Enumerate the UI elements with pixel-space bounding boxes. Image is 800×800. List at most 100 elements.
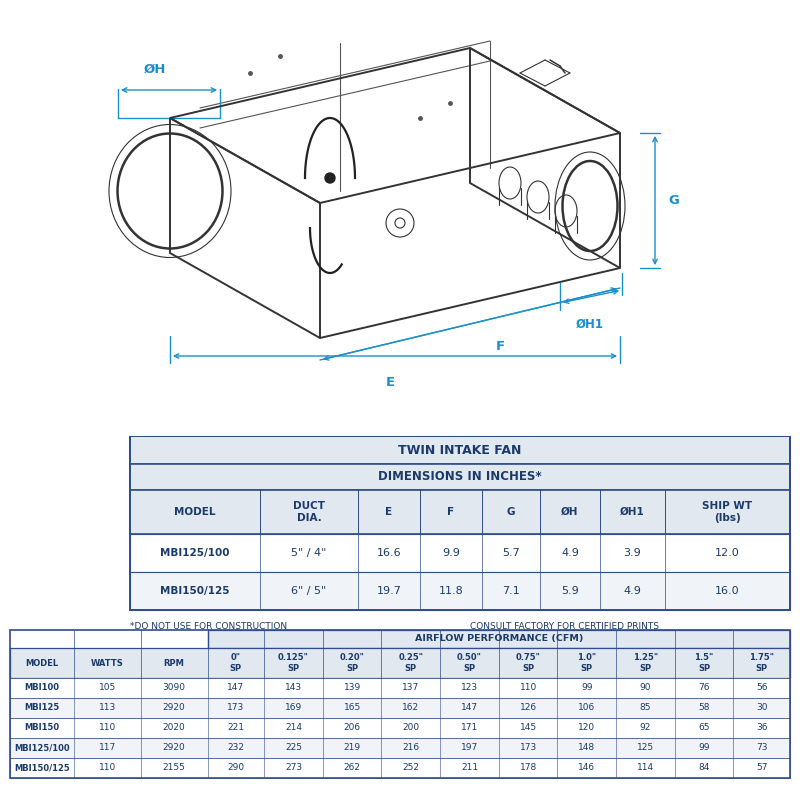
Text: 125: 125 (637, 743, 654, 753)
Text: F: F (495, 340, 505, 353)
Text: 2155: 2155 (162, 763, 186, 773)
Text: 225: 225 (285, 743, 302, 753)
Text: 173: 173 (227, 703, 245, 713)
Text: 216: 216 (402, 743, 419, 753)
Text: 110: 110 (519, 683, 537, 693)
FancyBboxPatch shape (10, 678, 790, 698)
Text: 146: 146 (578, 763, 595, 773)
Text: 110: 110 (98, 763, 116, 773)
Text: 99: 99 (698, 743, 710, 753)
Text: 76: 76 (698, 683, 710, 693)
Circle shape (325, 173, 335, 183)
Text: 0.125"
SP: 0.125" SP (278, 654, 309, 673)
Text: 252: 252 (402, 763, 419, 773)
Text: 5" / 4": 5" / 4" (291, 548, 326, 558)
Text: 12.0: 12.0 (715, 548, 740, 558)
Text: 0.25"
SP: 0.25" SP (398, 654, 423, 673)
Text: RPM: RPM (164, 658, 185, 667)
Text: 148: 148 (578, 743, 595, 753)
Text: 273: 273 (285, 763, 302, 773)
Text: 85: 85 (640, 703, 651, 713)
Text: 5.9: 5.9 (561, 586, 579, 596)
Text: 106: 106 (578, 703, 595, 713)
Text: 178: 178 (519, 763, 537, 773)
Text: MBI125/100: MBI125/100 (14, 743, 70, 753)
Text: 173: 173 (519, 743, 537, 753)
Text: 105: 105 (98, 683, 116, 693)
Text: 290: 290 (227, 763, 245, 773)
Text: 200: 200 (402, 723, 419, 733)
Text: 147: 147 (227, 683, 245, 693)
Text: 126: 126 (519, 703, 537, 713)
Text: 90: 90 (640, 683, 651, 693)
FancyBboxPatch shape (10, 758, 790, 778)
Text: CONSULT FACTORY FOR CERTIFIED PRINTS: CONSULT FACTORY FOR CERTIFIED PRINTS (470, 622, 659, 631)
Text: 137: 137 (402, 683, 419, 693)
Text: ØH1: ØH1 (620, 507, 645, 517)
FancyBboxPatch shape (130, 436, 790, 464)
Text: 65: 65 (698, 723, 710, 733)
Text: 0"
SP: 0" SP (230, 654, 242, 673)
Text: 113: 113 (98, 703, 116, 713)
Text: 58: 58 (698, 703, 710, 713)
Text: 2020: 2020 (162, 723, 186, 733)
Text: DIMENSIONS IN INCHES*: DIMENSIONS IN INCHES* (378, 470, 542, 483)
Text: 99: 99 (581, 683, 593, 693)
Text: 73: 73 (756, 743, 767, 753)
Text: 3090: 3090 (162, 683, 186, 693)
Text: 123: 123 (461, 683, 478, 693)
Text: 6" / 5": 6" / 5" (291, 586, 326, 596)
Text: SHIP WT
(lbs): SHIP WT (lbs) (702, 501, 753, 523)
Text: 120: 120 (578, 723, 595, 733)
Text: *DO NOT USE FOR CONSTRUCTION: *DO NOT USE FOR CONSTRUCTION (130, 622, 287, 631)
Text: 2920: 2920 (162, 743, 186, 753)
Text: 11.8: 11.8 (438, 586, 463, 596)
FancyBboxPatch shape (130, 490, 790, 534)
Text: 206: 206 (343, 723, 361, 733)
FancyBboxPatch shape (130, 464, 790, 490)
Text: 139: 139 (343, 683, 361, 693)
Text: 1.25"
SP: 1.25" SP (633, 654, 658, 673)
Text: 7.1: 7.1 (502, 586, 520, 596)
Text: 197: 197 (461, 743, 478, 753)
Text: ØH1: ØH1 (576, 318, 604, 331)
FancyBboxPatch shape (10, 718, 790, 738)
Text: 0.50"
SP: 0.50" SP (457, 654, 482, 673)
Text: AIRFLOW PERFORMANCE (CFM): AIRFLOW PERFORMANCE (CFM) (414, 634, 583, 643)
Text: ØH: ØH (562, 507, 578, 517)
Text: 145: 145 (519, 723, 537, 733)
Text: 4.9: 4.9 (623, 586, 642, 596)
Text: 171: 171 (461, 723, 478, 733)
Text: 110: 110 (98, 723, 116, 733)
Text: MODEL: MODEL (26, 658, 58, 667)
Text: G: G (668, 194, 679, 206)
Text: MBI150: MBI150 (24, 723, 59, 733)
Text: 16.6: 16.6 (377, 548, 402, 558)
Text: 114: 114 (637, 763, 654, 773)
FancyBboxPatch shape (10, 698, 790, 718)
FancyBboxPatch shape (207, 630, 790, 648)
Text: E: E (386, 376, 394, 389)
Text: 117: 117 (98, 743, 116, 753)
Text: MBI125: MBI125 (24, 703, 59, 713)
Text: 262: 262 (344, 763, 361, 773)
FancyBboxPatch shape (130, 534, 790, 572)
Text: 147: 147 (461, 703, 478, 713)
Text: MBI150/125: MBI150/125 (14, 763, 70, 773)
Text: 84: 84 (698, 763, 710, 773)
Text: 0.20"
SP: 0.20" SP (340, 654, 365, 673)
Text: WATTS: WATTS (91, 658, 124, 667)
Text: MBI100: MBI100 (24, 683, 59, 693)
Text: 19.7: 19.7 (377, 586, 402, 596)
Text: 4.9: 4.9 (561, 548, 579, 558)
Text: E: E (386, 507, 393, 517)
Text: 9.9: 9.9 (442, 548, 460, 558)
FancyBboxPatch shape (10, 738, 790, 758)
Text: 0.75"
SP: 0.75" SP (516, 654, 541, 673)
Text: G: G (506, 507, 515, 517)
Text: DUCT
DIA.: DUCT DIA. (293, 501, 325, 523)
Text: MBI150/125: MBI150/125 (160, 586, 230, 596)
Text: 165: 165 (343, 703, 361, 713)
Text: 1.0"
SP: 1.0" SP (578, 654, 596, 673)
Text: 36: 36 (756, 723, 767, 733)
